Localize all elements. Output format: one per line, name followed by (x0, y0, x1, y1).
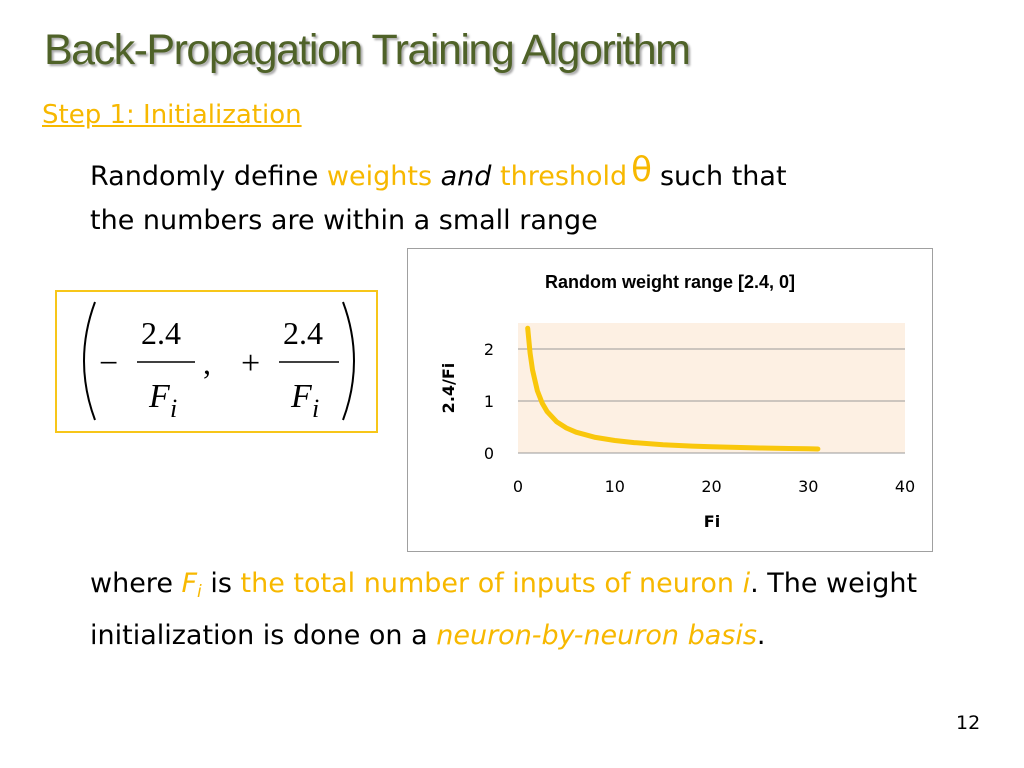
y-tick-label: 1 (484, 392, 494, 411)
neuron-index: i (742, 568, 751, 599)
para1-text-a: Randomly define (90, 161, 327, 192)
threshold-term: threshold (500, 161, 628, 192)
x-tick-label: 30 (798, 477, 818, 496)
formula-svg: − 2.4 F i , + 2.4 F i (83, 301, 355, 423)
subscript-left: i (170, 394, 177, 423)
theta-symbol: θ (631, 150, 652, 190)
series-line (525, 325, 821, 452)
plus-sign: + (241, 345, 260, 382)
para1-text-b: such that (659, 161, 787, 192)
denominator-left: F (148, 378, 171, 415)
numerator-left: 2.4 (141, 315, 181, 351)
x-axis-label: Fi (704, 512, 720, 531)
subscript-right: i (312, 394, 319, 423)
step-heading: Step 1: Initialization (42, 100, 302, 130)
y-tick-label: 2 (484, 340, 494, 359)
page-number: 12 (956, 712, 981, 734)
right-paren (342, 301, 355, 421)
slide-title: Back-Propagation Training Algorithm (44, 26, 691, 74)
f-symbol: F (181, 568, 198, 599)
weight-range-chart: 0 1 2 0 10 20 30 40 Random weight range [2.4, 0]… (407, 248, 933, 552)
para2-rest: . The weight initialization is done on a (90, 568, 918, 651)
chart-title: Random weight range [2.4, 0] (545, 272, 795, 292)
para2-is: is (201, 568, 241, 599)
para2-period: . (756, 620, 766, 651)
x-tick-label: 40 (895, 477, 915, 496)
comma: , (203, 345, 211, 381)
denominator-right: F (290, 378, 313, 415)
x-tick-label: 10 (605, 477, 625, 496)
and-word: and (440, 161, 492, 192)
y-axis-label: 2.4/Fi (439, 363, 458, 414)
x-tick-label: 0 (513, 477, 523, 496)
weight-range-formula: − 2.4 F i , + 2.4 F i (55, 290, 378, 433)
explanation-paragraph: where Fi is the total number of inputs o… (90, 562, 990, 658)
total-inputs-term: the total number of inputs of neuron (240, 568, 743, 599)
y-tick-label: 0 (484, 444, 494, 463)
weights-term: weights (326, 161, 433, 192)
left-paren (83, 301, 96, 421)
numerator-right: 2.4 (283, 315, 323, 351)
definition-paragraph: Randomly define weights and threshold θ su… (90, 150, 990, 243)
f-subscript: i (197, 582, 202, 602)
para1-line2: the numbers are within a small range (90, 205, 598, 236)
plot-area (518, 323, 905, 453)
para2-where: where (90, 568, 182, 599)
neuron-by-neuron-term: neuron-by-neuron basis (436, 620, 757, 651)
minus-sign: − (99, 345, 118, 382)
x-tick-label: 20 (701, 477, 721, 496)
